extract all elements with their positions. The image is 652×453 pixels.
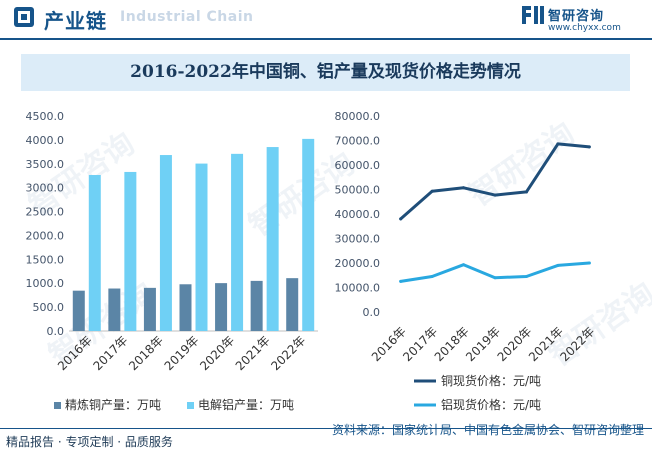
bar-x-tick-label: 2017年	[90, 333, 130, 373]
bar-x-tick-label: 2020年	[197, 333, 237, 373]
line-y-tick-label: 70000.0	[335, 135, 381, 148]
brand-name: 智研咨询	[548, 9, 605, 24]
bar-y-tick-label: 0.0	[47, 325, 65, 338]
bar-copper-output	[250, 280, 263, 331]
brand[interactable]: 智研咨询 www.chyxx.com	[522, 4, 642, 36]
section-title: 产业链	[44, 9, 107, 33]
bar-y-tick-label: 3000.0	[26, 182, 65, 195]
line-x-tick-label: 2022年	[557, 324, 597, 364]
footer-divider	[0, 428, 652, 429]
bar-aluminum-output	[266, 147, 279, 331]
bar-x-tick-label: 2019年	[162, 333, 202, 373]
legend-swatch-aluminum-output	[187, 402, 194, 409]
bar-y-tick-label: 4500.0	[26, 110, 65, 123]
legend-label-copper-output: 精炼铜产量：万吨	[65, 397, 161, 412]
bar-y-tick-label: 1000.0	[26, 277, 65, 290]
line-copper-price-point	[587, 145, 591, 149]
brand-url[interactable]: www.chyxx.com	[548, 23, 621, 33]
bar-copper-output	[72, 290, 85, 331]
line-copper-price-point	[430, 189, 434, 193]
line-aluminum-price-point	[524, 274, 528, 278]
bar-aluminum-output	[124, 171, 137, 331]
chart-title: 2016-2022年中国铜、铝产量及现货价格走势情况	[130, 62, 521, 82]
line-aluminum-price-point	[462, 263, 466, 267]
bar-x-tick-label: 2016年	[55, 333, 95, 373]
line-aluminum-price-point	[430, 274, 434, 278]
bar-y-tick-label: 500.0	[33, 301, 65, 314]
legend-label-aluminum-price: 铝现货价格：元/吨	[441, 397, 541, 412]
line-y-tick-label: 20000.0	[335, 257, 381, 270]
bar-copper-output	[286, 278, 299, 331]
legend-label-aluminum-output: 电解铝产量：万吨	[198, 397, 294, 412]
bar-copper-output	[108, 288, 121, 331]
bar-x-tick-label: 2022年	[268, 333, 308, 373]
page-header: 产业链 Industrial Chain 智研咨询 www.chyxx.com	[0, 0, 652, 38]
line-copper-price-point	[524, 190, 528, 194]
line-y-tick-label: 60000.0	[335, 159, 381, 172]
chart-title-band: 2016-2022年中国铜、铝产量及现货价格走势情况	[21, 54, 630, 91]
bar-aluminum-output	[88, 175, 101, 331]
line-copper-price-point	[399, 217, 403, 221]
line-y-tick-label: 80000.0	[335, 110, 381, 123]
bar-copper-output	[143, 287, 156, 331]
brand-logo-icon	[522, 6, 544, 24]
bar-aluminum-output	[231, 153, 244, 331]
bar-aluminum-output	[195, 163, 208, 331]
bar-x-tick-label: 2018年	[126, 333, 166, 373]
header-divider	[0, 38, 652, 40]
line-copper-price-point	[556, 142, 560, 146]
bar-y-tick-label: 4000.0	[26, 134, 65, 147]
bar-y-tick-label: 3500.0	[26, 158, 65, 171]
bar-y-tick-label: 2500.0	[26, 206, 65, 219]
legend-swatch-copper-output	[54, 402, 61, 409]
legend-label-copper-price: 铜现货价格：元/吨	[441, 373, 541, 388]
chain-icon	[14, 7, 34, 27]
data-source: 资料来源：国家统计局、中国有色金属协会、智研咨询整理	[331, 423, 644, 437]
line-copper-price-point	[493, 193, 497, 197]
bar-aluminum-output	[159, 155, 172, 331]
bar-copper-output	[179, 284, 192, 331]
bar-x-tick-label: 2021年	[233, 333, 273, 373]
section-subtitle: Industrial Chain	[120, 9, 254, 25]
line-y-tick-label: 30000.0	[335, 233, 381, 246]
bar-aluminum-output	[302, 138, 315, 331]
line-aluminum-price-point	[399, 279, 403, 283]
line-aluminum-price-point	[556, 263, 560, 267]
line-copper-price-point	[462, 186, 466, 190]
line-copper-price	[399, 142, 591, 221]
line-aluminum-price-point	[493, 276, 497, 280]
footer-services: 精品报告 · 专项定制 · 品质服务	[6, 435, 173, 449]
bar-y-tick-label: 1500.0	[26, 253, 65, 266]
line-aluminum-price-point	[587, 261, 591, 265]
bar-y-tick-label: 2000.0	[26, 229, 65, 242]
line-y-tick-label: 0.0	[363, 306, 381, 319]
line-y-tick-label: 50000.0	[335, 184, 381, 197]
line-y-tick-label: 10000.0	[335, 282, 381, 295]
line-y-tick-label: 40000.0	[335, 208, 381, 221]
bar-copper-output	[215, 283, 228, 331]
